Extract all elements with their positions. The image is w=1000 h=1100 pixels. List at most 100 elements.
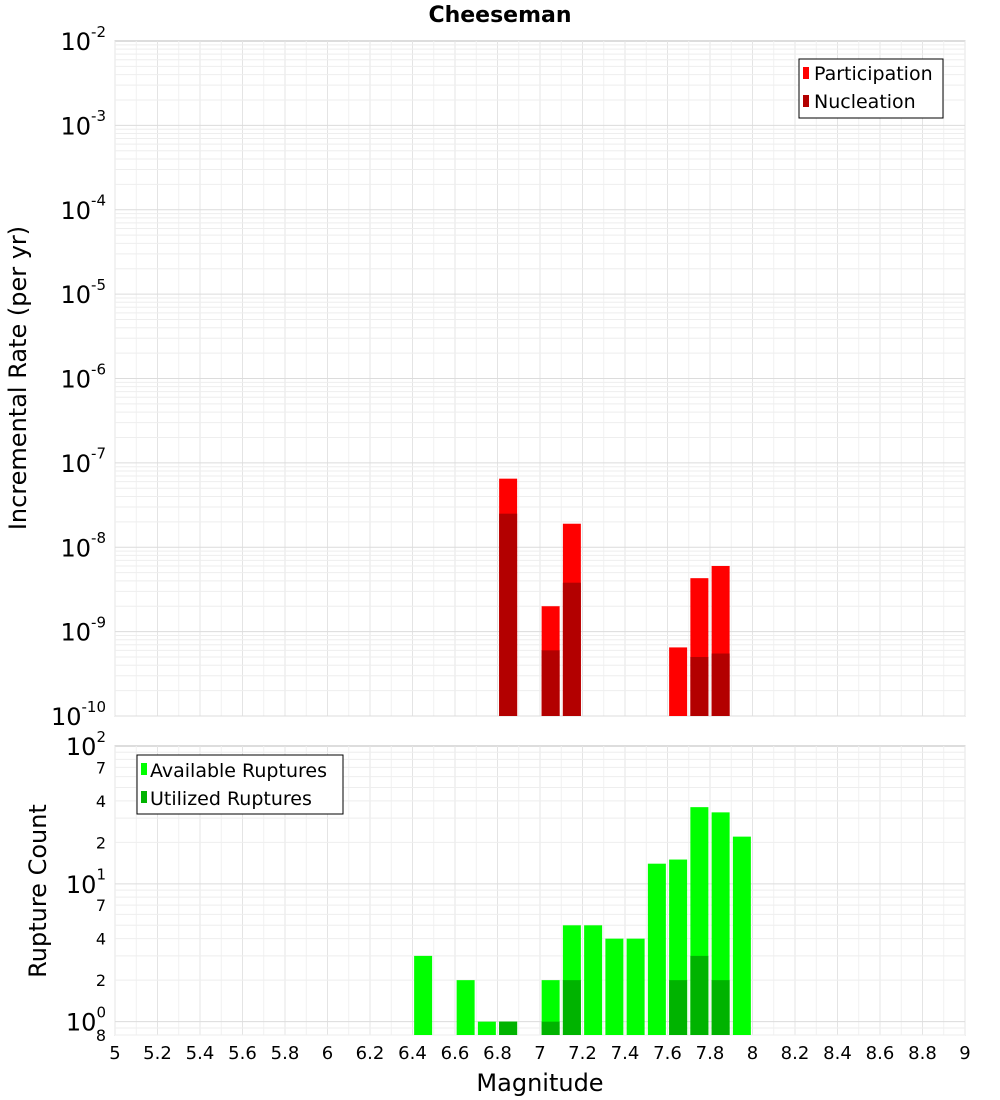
available-ruptures-bar (456, 980, 475, 1035)
x-tick-label: 7.8 (696, 1043, 725, 1064)
utilized-ruptures-bar (499, 1021, 518, 1035)
x-tick-label: 5.6 (228, 1043, 257, 1064)
y-tick-label: 10-10 (51, 698, 106, 731)
x-tick-label: 6.6 (441, 1043, 470, 1064)
y-tick-base: 10 (60, 28, 91, 56)
x-tick-label: 7 (534, 1043, 545, 1064)
y-tick-base: 10 (66, 1009, 97, 1037)
y-tick-exponent: -6 (91, 360, 106, 378)
x-tick-label: 8.4 (823, 1043, 852, 1064)
available-ruptures-bar (605, 938, 624, 1035)
y-tick-label: 8 (96, 1026, 106, 1045)
nucleation-bar (541, 650, 560, 716)
count-legend: Available Ruptures Utilized Ruptures (136, 754, 344, 815)
available-ruptures-legend-label: Available Ruptures (150, 760, 327, 782)
y-tick-label: 10-8 (60, 529, 106, 562)
available-ruptures-bar (414, 955, 433, 1035)
y-tick-base: 10 (66, 871, 97, 899)
y-tick-exponent: -10 (82, 698, 107, 716)
x-tick-label: 9 (959, 1043, 970, 1064)
rate-y-axis-label: Incremental Rate (per yr) (4, 226, 32, 530)
participation-bar (669, 647, 688, 716)
y-tick-label: 2 (96, 833, 106, 852)
y-tick-exponent: -5 (91, 276, 106, 294)
x-tick-label: 5 (109, 1043, 120, 1064)
available-ruptures-bar (711, 812, 730, 1035)
available-ruptures-bar (732, 836, 751, 1035)
x-tick-label: 8.8 (908, 1043, 937, 1064)
y-tick-exponent: 0 (96, 1003, 106, 1021)
x-tick-label: 5.4 (186, 1043, 215, 1064)
y-tick-exponent: 1 (96, 866, 106, 884)
y-tick-label: 10-7 (60, 445, 106, 478)
x-tick-label: 8.2 (781, 1043, 810, 1064)
participation-legend-label: Participation (814, 63, 933, 85)
rate-plot-bars (499, 478, 730, 716)
y-tick-base: 10 (60, 619, 91, 647)
available-ruptures-bar (626, 938, 645, 1035)
available-ruptures-legend-swatch (141, 763, 147, 775)
y-tick-label: 10-6 (60, 360, 106, 393)
y-tick-label: 101 (66, 866, 106, 899)
x-tick-label: 8.6 (866, 1043, 895, 1064)
x-tick-label: 7.6 (653, 1043, 682, 1064)
y-tick-base: 10 (60, 112, 91, 140)
available-ruptures-bar (541, 980, 560, 1035)
x-tick-label: 6 (322, 1043, 333, 1064)
utilized-ruptures-bar (690, 955, 709, 1035)
y-tick-base: 10 (51, 703, 82, 731)
x-tick-label: 6.8 (483, 1043, 512, 1064)
y-tick-exponent: -4 (91, 192, 106, 210)
x-tick-label: 5.2 (143, 1043, 172, 1064)
y-tick-exponent: -8 (91, 529, 106, 547)
nucleation-bar (711, 653, 730, 716)
nucleation-bar (562, 582, 581, 716)
y-tick-label: 10-3 (60, 107, 106, 140)
y-tick-label: 2 (96, 971, 106, 990)
y-tick-label: 7 (96, 758, 106, 777)
y-tick-label: 10-5 (60, 276, 106, 309)
nucleation-bar (499, 513, 518, 716)
y-tick-label: 100 (66, 1003, 106, 1036)
y-tick-exponent: -3 (91, 107, 106, 125)
utilized-ruptures-bar (562, 980, 581, 1035)
y-tick-label: 4 (96, 930, 106, 949)
x-tick-label: 5.8 (271, 1043, 300, 1064)
x-tick-label: 7.4 (611, 1043, 640, 1064)
utilized-ruptures-bar (711, 980, 730, 1035)
count-y-axis-label: Rupture Count (24, 804, 52, 978)
available-ruptures-bar (584, 925, 603, 1035)
y-tick-base: 10 (60, 450, 91, 478)
y-tick-exponent: -2 (91, 23, 106, 41)
x-tick-label: 6.4 (398, 1043, 427, 1064)
count-legend-box (136, 754, 344, 815)
y-tick-base: 10 (60, 197, 91, 225)
y-tick-base: 10 (60, 534, 91, 562)
y-tick-label: 4 (96, 792, 106, 811)
x-tick-label: 6.2 (356, 1043, 385, 1064)
y-tick-base: 10 (66, 733, 97, 761)
available-ruptures-bar (477, 1021, 496, 1035)
x-tick-label: 7.2 (568, 1043, 597, 1064)
y-tick-label: 102 (66, 728, 106, 761)
y-tick-exponent: -7 (91, 445, 106, 463)
y-tick-base: 10 (60, 366, 91, 394)
chart-title: Cheeseman (428, 3, 571, 28)
y-tick-label: 10-9 (60, 613, 106, 646)
utilized-ruptures-legend-swatch (141, 791, 147, 803)
nucleation-legend-swatch (803, 95, 809, 107)
y-tick-label: 10-4 (60, 192, 106, 225)
rate-plot-grid (114, 41, 966, 717)
utilized-ruptures-bar (669, 980, 688, 1035)
rate-legend: Participation Nucleation (798, 58, 944, 119)
y-tick-label: 7 (96, 896, 106, 915)
nucleation-bar (690, 657, 709, 716)
rate-legend-box (798, 58, 944, 119)
y-tick-base: 10 (60, 281, 91, 309)
count-plot-x-ticks: 5 5.2 5.4 5.6 5.8 6 6.2 6.4 6.6 6.8 7 7.2 7.4 7.6 7.8 8… (109, 1043, 970, 1064)
y-tick-label: 10-2 (60, 23, 106, 56)
